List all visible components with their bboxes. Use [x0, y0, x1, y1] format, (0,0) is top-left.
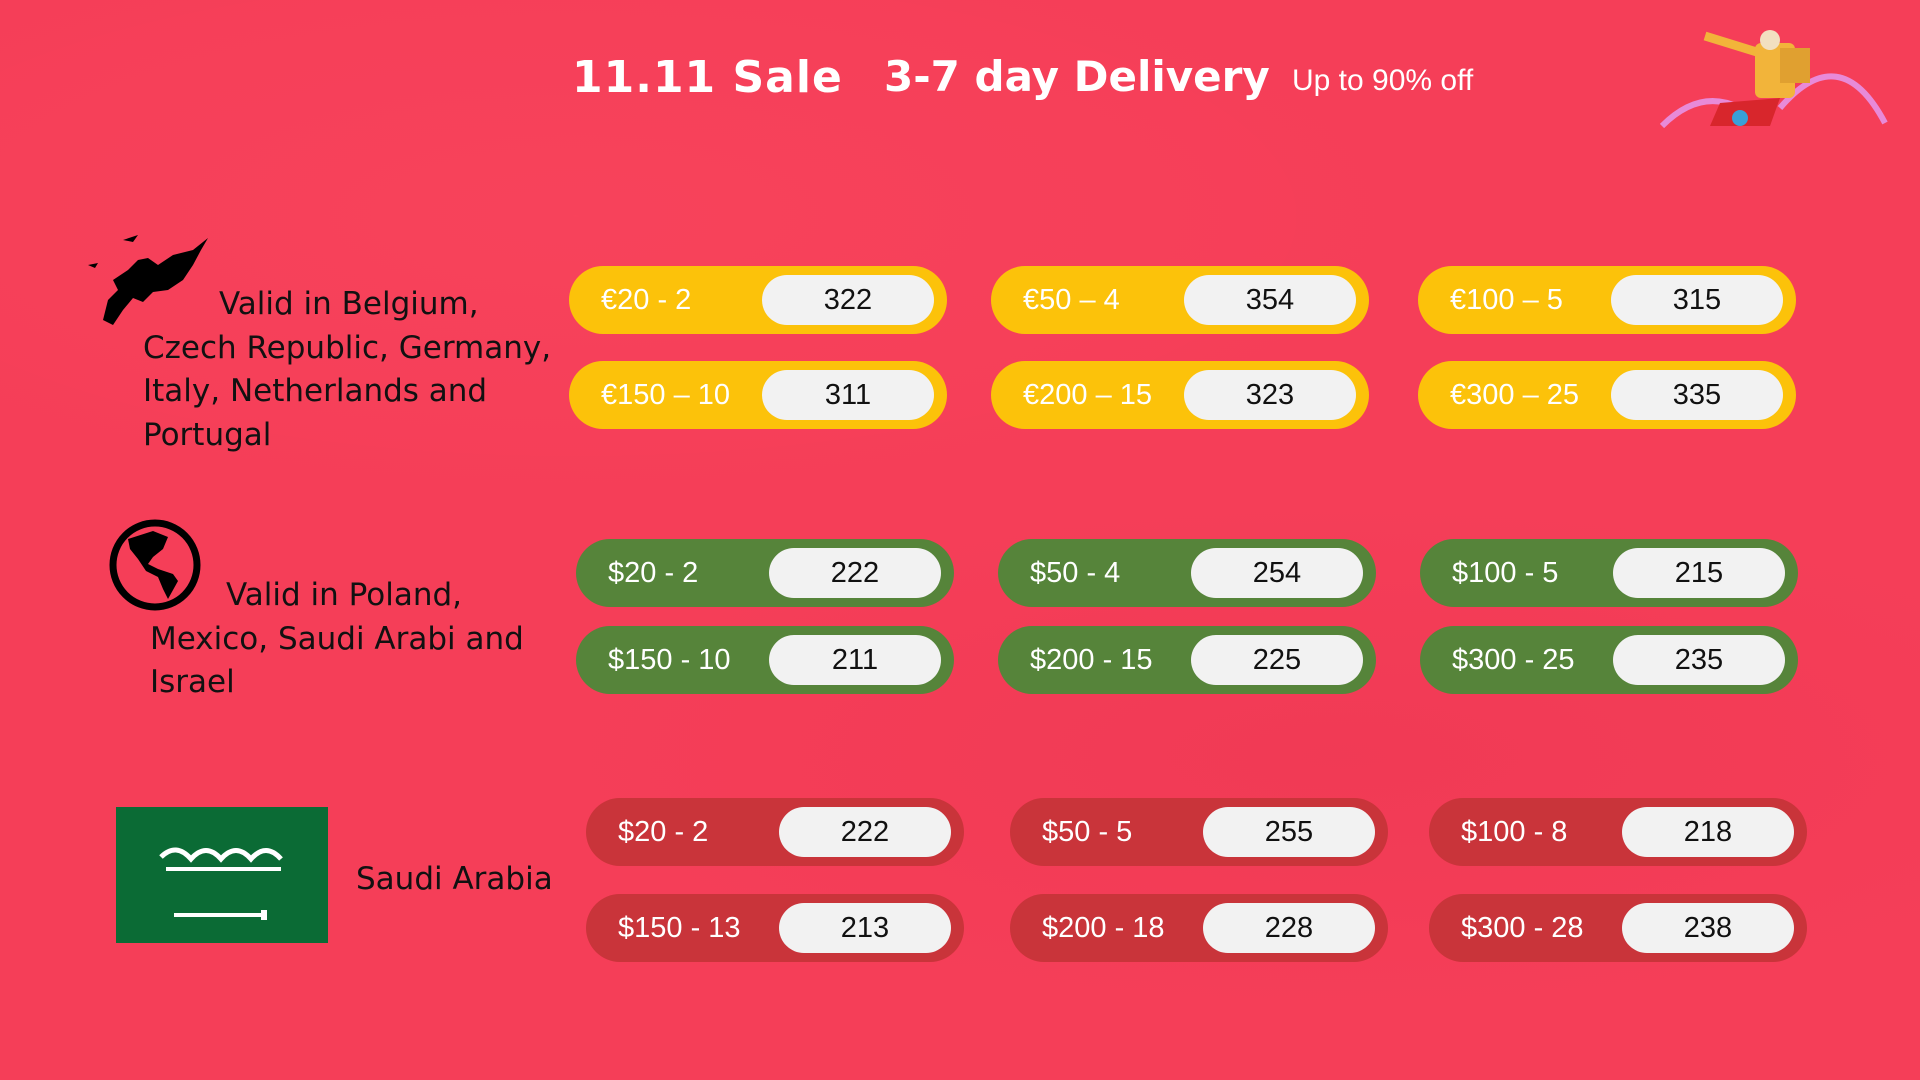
coupon-amount: $100 - 8 — [1461, 816, 1568, 848]
coupon-amount: $20 - 2 — [608, 557, 699, 589]
delivery-courier-icon — [1660, 30, 1888, 128]
coupon-amount: $300 - 28 — [1461, 912, 1584, 944]
coupon-amount: $50 - 5 — [1042, 816, 1133, 848]
coupon-pill: €150 – 10 311 — [569, 361, 947, 429]
region-saudi-text: Saudi Arabia — [356, 861, 553, 897]
coupon-amount: $200 - 15 — [1030, 644, 1153, 676]
coupon-pill: $300 - 28 238 — [1429, 894, 1807, 962]
coupon-pill: $150 - 10 211 — [576, 626, 954, 694]
coupon-code: 211 — [769, 635, 941, 685]
coupon-pill: $20 - 2 222 — [586, 798, 964, 866]
coupon-amount: $300 - 25 — [1452, 644, 1575, 676]
coupon-pill: $300 - 25 235 — [1420, 626, 1798, 694]
coupon-pill: €200 – 15 323 — [991, 361, 1369, 429]
sale-title: 11.11 Sale — [572, 52, 843, 103]
coupon-amount: $200 - 18 — [1042, 912, 1165, 944]
coupon-pill: $100 - 5 215 — [1420, 539, 1798, 607]
discount-text: Up to 90% off — [1292, 64, 1474, 97]
coupon-code: 222 — [769, 548, 941, 598]
coupon-code: 315 — [1611, 275, 1783, 325]
coupon-amount: €100 – 5 — [1450, 284, 1563, 316]
coupon-code: 254 — [1191, 548, 1363, 598]
coupon-code: 238 — [1622, 903, 1794, 953]
coupon-amount: €150 – 10 — [601, 379, 731, 411]
coupon-code: 323 — [1184, 370, 1356, 420]
coupon-pill: €20 - 2 322 — [569, 266, 947, 334]
coupon-code: 235 — [1613, 635, 1785, 685]
region-europe-text: Valid in Belgium, Czech Republic, German… — [143, 286, 552, 453]
coupon-amount: $100 - 5 — [1452, 557, 1559, 589]
coupon-code: 213 — [779, 903, 951, 953]
coupon-pill: $200 - 15 225 — [998, 626, 1376, 694]
coupon-amount: €50 – 4 — [1023, 284, 1120, 316]
coupon-code: 228 — [1203, 903, 1375, 953]
coupon-pill: $20 - 2 222 — [576, 539, 954, 607]
globe-americas-icon — [109, 519, 201, 611]
coupon-pill: $50 - 4 254 — [998, 539, 1376, 607]
coupon-amount: $150 - 13 — [618, 912, 741, 944]
coupon-code: 215 — [1613, 548, 1785, 598]
saudi-flag-icon — [116, 807, 328, 943]
coupon-amount: €300 – 25 — [1450, 379, 1580, 411]
coupon-pill: $100 - 8 218 — [1429, 798, 1807, 866]
delivery-title: 3-7 day Delivery — [884, 52, 1270, 101]
coupon-code: 255 — [1203, 807, 1375, 857]
coupon-code: 322 — [762, 275, 934, 325]
coupon-amount: €200 – 15 — [1023, 379, 1153, 411]
coupon-pill: $50 - 5 255 — [1010, 798, 1388, 866]
coupon-code: 335 — [1611, 370, 1783, 420]
coupon-pill: €100 – 5 315 — [1418, 266, 1796, 334]
coupon-pill: €300 – 25 335 — [1418, 361, 1796, 429]
coupon-code: 222 — [779, 807, 951, 857]
coupon-code: 225 — [1191, 635, 1363, 685]
coupon-amount: €20 - 2 — [601, 284, 692, 316]
coupon-amount: $20 - 2 — [618, 816, 709, 848]
coupon-code: 218 — [1622, 807, 1794, 857]
coupon-pill: $150 - 13 213 — [586, 894, 964, 962]
coupon-amount: $50 - 4 — [1030, 557, 1121, 589]
region-global-text: Valid in Poland, Mexico, Saudi Arabi and… — [150, 577, 524, 700]
coupon-code: 311 — [762, 370, 934, 420]
coupon-code: 354 — [1184, 275, 1356, 325]
coupon-amount: $150 - 10 — [608, 644, 731, 676]
coupon-pill: $200 - 18 228 — [1010, 894, 1388, 962]
coupon-pill: €50 – 4 354 — [991, 266, 1369, 334]
europe-map-icon — [88, 235, 208, 325]
